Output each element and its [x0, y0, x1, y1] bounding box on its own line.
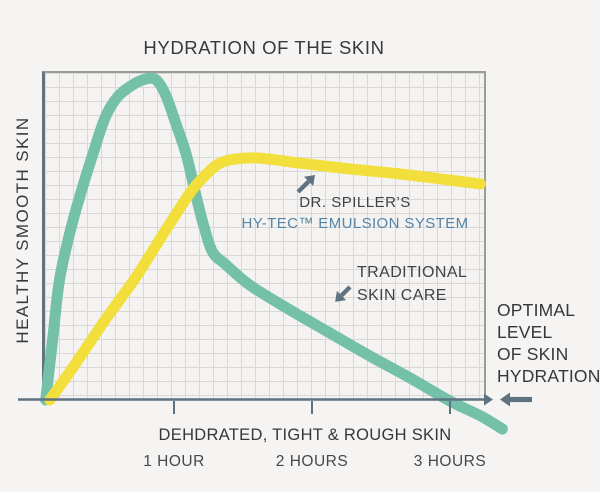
plot-area: [42, 71, 486, 400]
y-axis-label: HEALTHY SMOOTH SKIN: [13, 116, 32, 344]
optimal-label-line4: HYDRATION: [497, 366, 600, 386]
traditional-label-line2: SKIN CARE: [357, 287, 447, 304]
optimal-level-annotation: OPTIMAL LEVEL OF SKIN HYDRATION: [497, 299, 600, 387]
x-tick-label-1hour: 1 HOUR: [143, 453, 205, 470]
optimal-label-line2: LEVEL: [497, 322, 553, 342]
dr-spillers-annotation: DR. SPILLER’S HY-TEC™ EMULSION SYSTEM: [240, 194, 470, 232]
traditional-label-line1: TRADITIONAL: [357, 264, 468, 281]
optimal-level-arrow-icon: [500, 392, 532, 407]
x-axis-label: DEHDRATED, TIGHT & ROUGH SKIN: [158, 426, 452, 444]
traditional-annotation: TRADITIONAL SKIN CARE: [357, 261, 467, 307]
optimal-label-line3: OF SKIN: [497, 344, 569, 364]
hytec-emulsion-label: HY-TEC™ EMULSION SYSTEM: [241, 215, 469, 232]
x-tick-label-2hours: 2 HOURS: [275, 453, 349, 470]
dr-spillers-label: DR. SPILLER’S: [299, 194, 411, 211]
x-tick-label-3hours: 3 HOURS: [413, 453, 487, 470]
optimal-label-line1: OPTIMAL: [497, 300, 576, 320]
chart-title: HYDRATION OF THE SKIN: [143, 37, 385, 58]
